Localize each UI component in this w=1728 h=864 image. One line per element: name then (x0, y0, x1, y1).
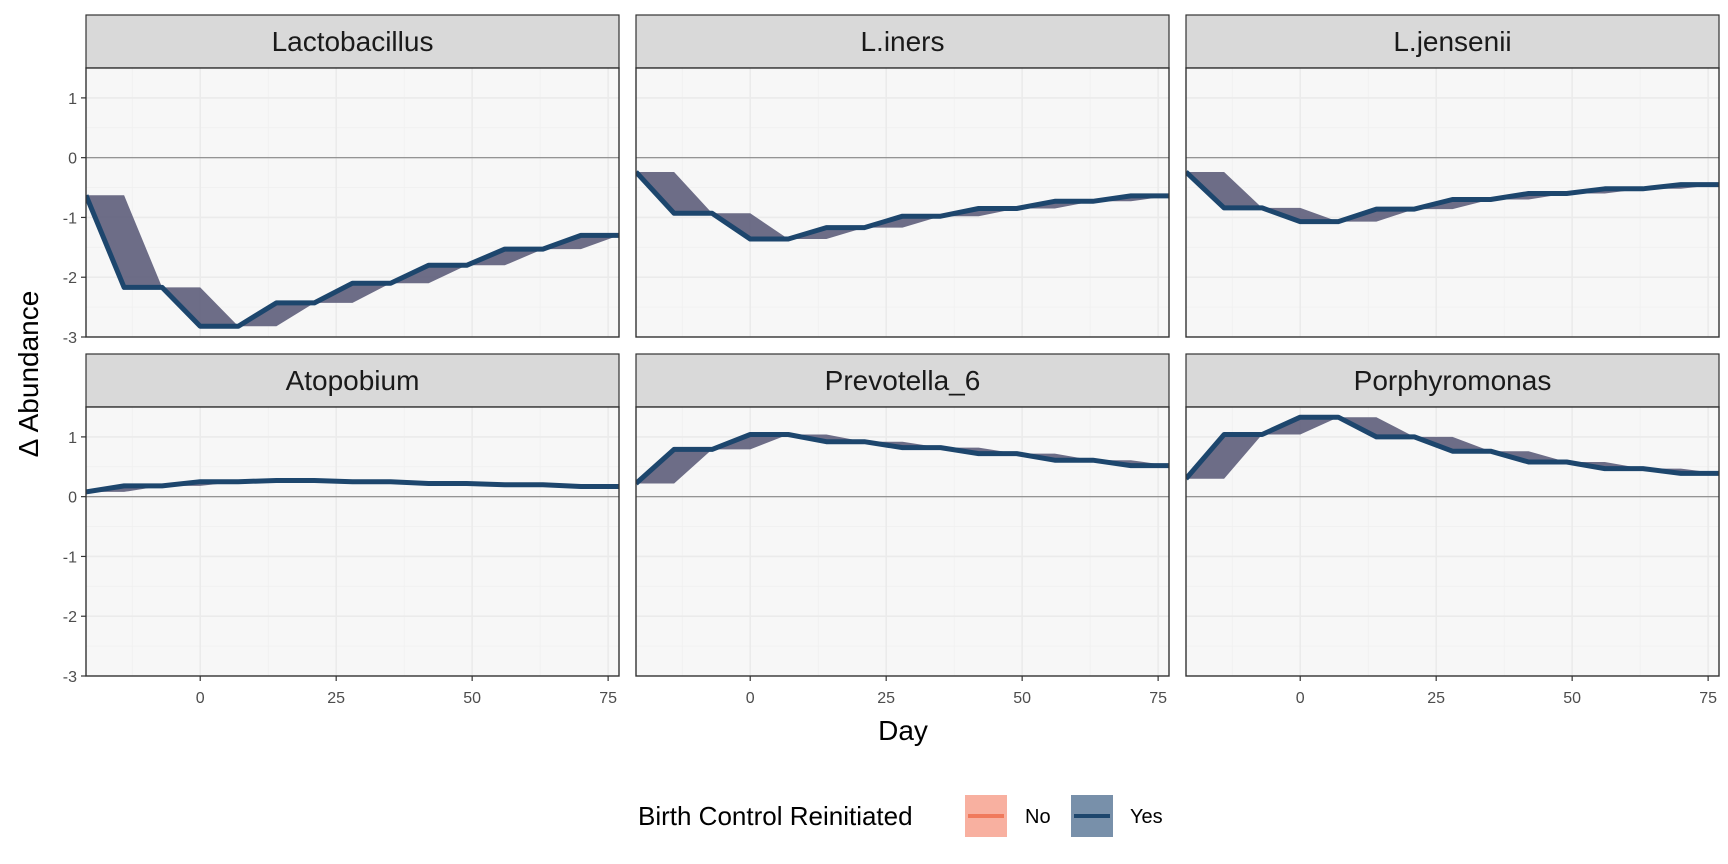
x-tick-label: 0 (746, 690, 755, 707)
series-line-yes (636, 432, 1169, 486)
panel-title: Atopobium (286, 365, 420, 396)
panel-0: Lactobacillus -3 -2 -1 0 1 (63, 14, 620, 347)
series-line-yes (86, 478, 619, 495)
gridlines (86, 407, 619, 676)
panel-3: Atopobium -3 -2 -1 0 1 0 25 50 75 (63, 353, 620, 707)
series-layer (1186, 170, 1719, 225)
x-tick-label: 50 (1563, 690, 1581, 707)
x-axis-title: Day (878, 715, 928, 746)
y-tick-label: -1 (63, 549, 77, 566)
x-tick-label: 0 (1296, 690, 1305, 707)
x-tick-label: 75 (1699, 690, 1717, 707)
x-tick-label: 75 (599, 690, 617, 707)
panel-border (635, 67, 1170, 338)
panel-border (1185, 406, 1720, 677)
y-tick-label: 0 (68, 490, 77, 507)
panel-title: Porphyromonas (1354, 365, 1552, 396)
gridlines (1186, 68, 1719, 337)
gridlines (86, 68, 619, 337)
panel-2: L.jensenii (1185, 14, 1720, 338)
series-layer (86, 478, 619, 495)
y-tick-label: 1 (68, 91, 77, 108)
gridlines (636, 68, 1169, 337)
panel-title: Prevotella_6 (825, 365, 981, 396)
panel-strip (85, 14, 620, 69)
panel-background (86, 407, 619, 676)
panel-border (85, 67, 620, 338)
panel-4: Prevotella_6 0 25 50 75 (635, 353, 1170, 707)
series-line-yes (86, 194, 619, 329)
y-tick-label: 1 (68, 430, 77, 447)
y-tick-label: 0 (68, 151, 77, 168)
x-tick-label: 25 (327, 690, 345, 707)
difference-ribbon (636, 172, 1169, 239)
panel-border (1185, 67, 1720, 338)
y-tick-label: -2 (63, 609, 77, 626)
x-tick-label: 50 (1013, 690, 1031, 707)
series-line-yes (1186, 414, 1719, 481)
panel-background (636, 407, 1169, 676)
series-line-yes (1186, 170, 1719, 225)
series-layer (86, 194, 619, 329)
panel-strip (1185, 353, 1720, 408)
x-tick-label: 50 (463, 690, 481, 707)
panels-layer: Lactobacillus -3 -2 -1 0 1 L.iners L.jensenii At… (63, 14, 1720, 707)
panel-title: L.iners (860, 26, 944, 57)
panel-border (85, 406, 620, 677)
legend: Birth Control Reinitiated No Yes (638, 795, 1163, 837)
panel-5: Porphyromonas 0 25 50 75 (1185, 353, 1720, 707)
y-tick-label: -3 (63, 330, 77, 347)
x-tick-label: 25 (877, 690, 895, 707)
series-layer (1186, 414, 1719, 481)
gridlines (1186, 407, 1719, 676)
panel-title: Lactobacillus (272, 26, 434, 57)
panel-1: L.iners (635, 14, 1170, 338)
difference-ribbon (86, 195, 619, 327)
series-layer (636, 432, 1169, 486)
x-tick-label: 0 (196, 690, 205, 707)
panel-title: L.jensenii (1393, 26, 1511, 57)
legend-label-yes: Yes (1130, 806, 1163, 828)
legend-title: Birth Control Reinitiated (638, 801, 913, 831)
series-line-yes (636, 170, 1169, 242)
legend-label-no: No (1025, 806, 1051, 828)
series-layer (636, 170, 1169, 242)
x-tick-label: 25 (1427, 690, 1445, 707)
y-tick-label: -3 (63, 669, 77, 686)
legend-entry-no: No (965, 795, 1051, 837)
panel-border (635, 406, 1170, 677)
y-axis-title: Δ Abundance (13, 291, 44, 458)
panel-strip (85, 353, 620, 408)
legend-entry-yes: Yes (1071, 795, 1163, 837)
x-tick-label: 75 (1149, 690, 1167, 707)
gridlines (636, 407, 1169, 676)
y-tick-label: -2 (63, 270, 77, 287)
panel-strip (1185, 14, 1720, 69)
y-tick-label: -1 (63, 210, 77, 227)
